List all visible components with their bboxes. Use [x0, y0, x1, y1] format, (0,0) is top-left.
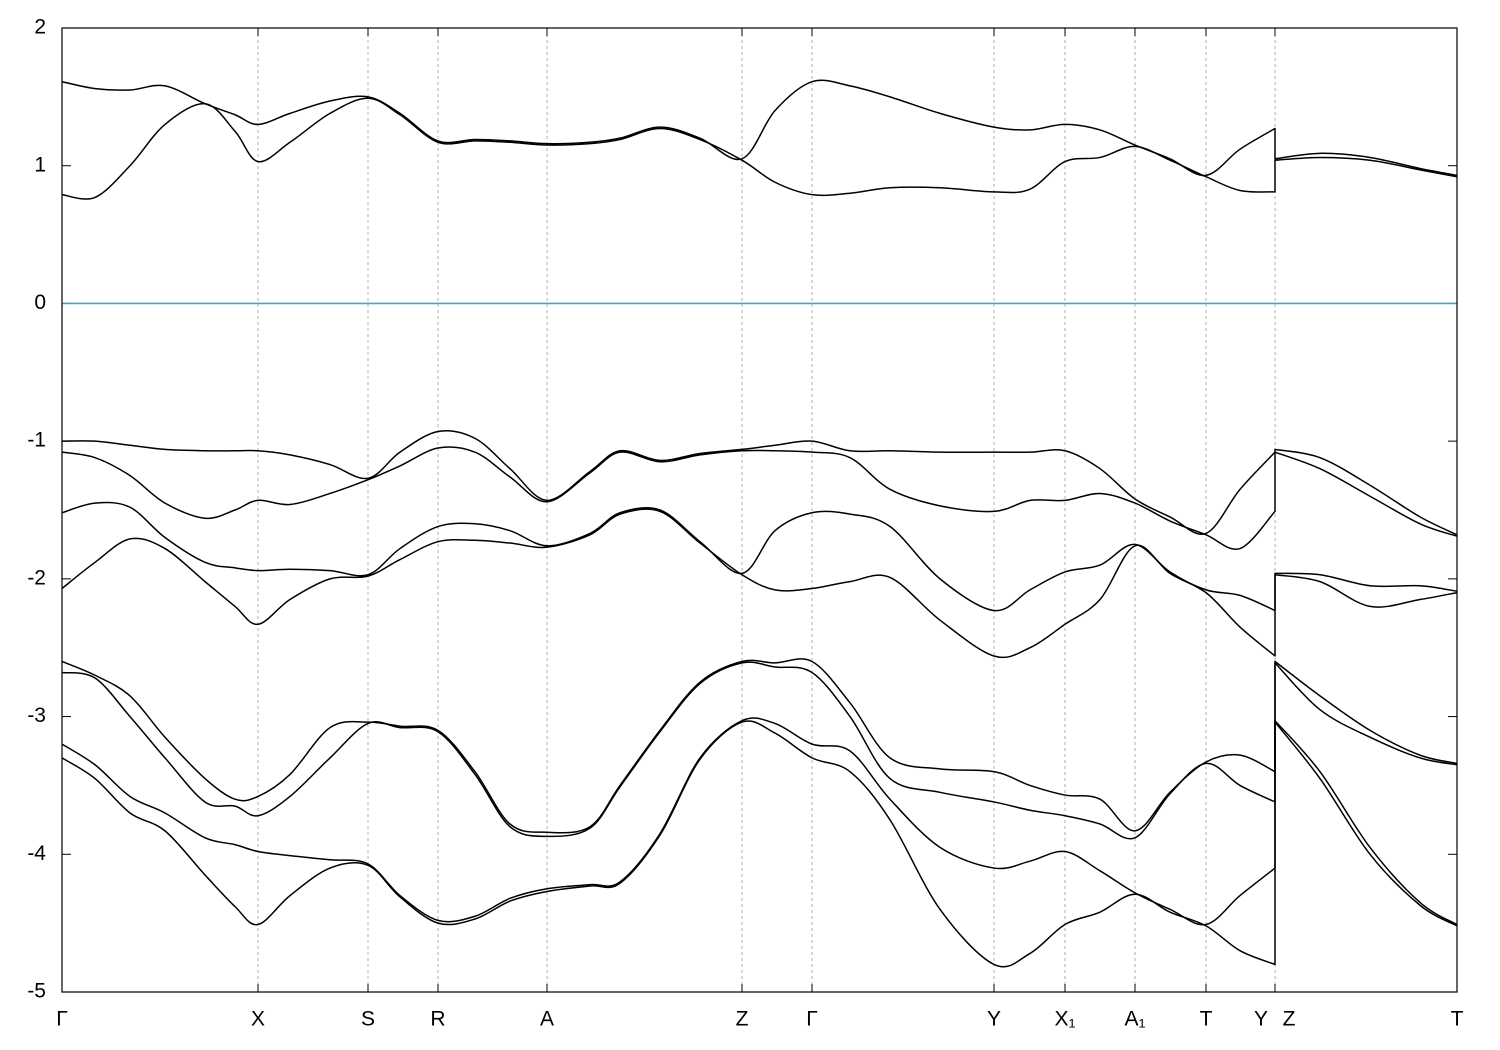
plot-frame — [61, 27, 1458, 993]
band-line — [61, 508, 1458, 659]
x-tick-label: R — [430, 1008, 445, 1031]
x-tick-label: Y — [987, 1008, 1001, 1031]
band-line — [61, 658, 1458, 834]
band-line — [61, 79, 1458, 177]
x-tick-label: Z — [1283, 1008, 1296, 1031]
y-tick-label: 0 — [34, 291, 46, 314]
band-line — [61, 446, 1458, 551]
x-tick-label: T — [1200, 1008, 1213, 1031]
x-tick-label: Z — [736, 1008, 749, 1031]
y-tick-label: 2 — [34, 16, 46, 39]
y-tick-label: -4 — [27, 842, 46, 865]
x-tick-label: X₁ — [1054, 1008, 1075, 1031]
x-tick-label: S — [361, 1008, 375, 1031]
x-tick-label: Γ — [806, 1008, 818, 1031]
band-line — [61, 661, 1458, 840]
band-line — [61, 429, 1458, 536]
y-tick-label: 1 — [34, 153, 46, 176]
y-tick-label: -5 — [27, 980, 46, 1003]
band-line — [61, 720, 1458, 968]
x-tick-label: Γ — [56, 1008, 68, 1031]
x-tick-label: A — [540, 1008, 554, 1031]
x-tick-label: A₁ — [1124, 1008, 1145, 1031]
x-tick-label: T — [1451, 1008, 1464, 1031]
band-line — [61, 717, 1458, 926]
band-line — [61, 97, 1458, 200]
x-tick-label: Y — [1254, 1008, 1268, 1031]
y-tick-label: -3 — [27, 704, 46, 727]
y-tick-label: -2 — [27, 566, 46, 589]
x-tick-label: X — [251, 1008, 265, 1031]
band-line — [61, 501, 1458, 612]
y-tick-label: -1 — [27, 429, 46, 452]
